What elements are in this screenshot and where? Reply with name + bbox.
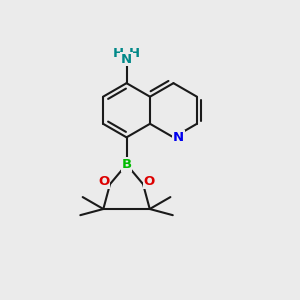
Text: H: H xyxy=(113,47,124,60)
Text: O: O xyxy=(143,175,155,188)
Text: O: O xyxy=(98,175,110,188)
Text: B: B xyxy=(122,158,132,171)
Text: N: N xyxy=(173,131,184,144)
Text: N: N xyxy=(121,52,132,66)
Text: H: H xyxy=(129,47,140,60)
